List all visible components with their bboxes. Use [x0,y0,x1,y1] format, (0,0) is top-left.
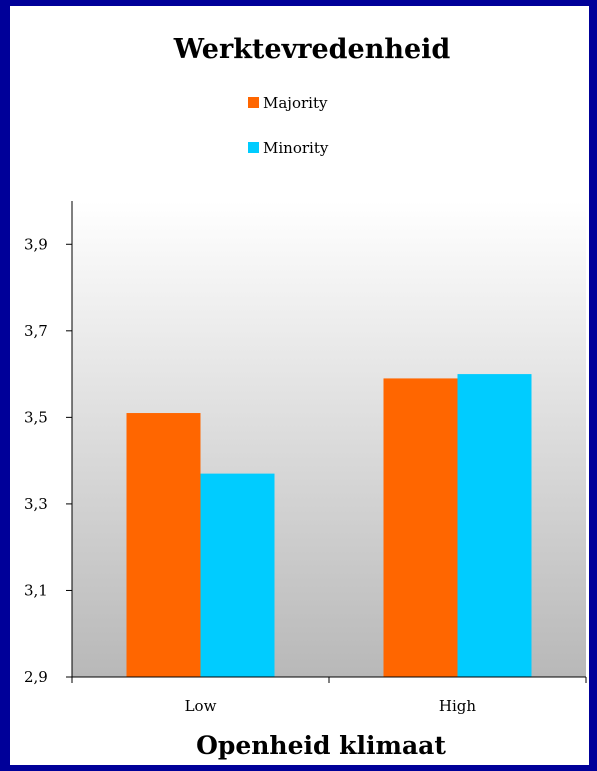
legend-label-majority: Majority [263,94,328,112]
bar-minority-high [457,374,532,677]
bar-majority-high [383,378,458,677]
y-tick-label: 2,9 [24,668,48,686]
x-axis-title: Openheid klimaat [196,731,446,760]
chart-title: Werktevredenheid [173,34,451,65]
legend: Majority Minority [248,94,329,157]
x-tick-label-high: High [439,697,476,715]
legend-swatch-minority [248,142,259,153]
y-tick-label: 3,9 [24,235,48,253]
legend-swatch-majority [248,97,259,108]
y-tick-label: 3,3 [24,495,48,513]
chart-frame: Werktevredenheid Majority Minority Low Hi… [10,6,589,765]
y-tick-label: 3,7 [24,322,48,340]
bar-minority-low [200,473,275,677]
y-tick-label: 3,5 [24,408,48,426]
bar-chart: Werktevredenheid Majority Minority Low Hi… [24,34,587,760]
legend-label-minority: Minority [263,139,329,157]
x-tick-label-low: Low [185,697,217,715]
y-tick-label: 3,1 [24,581,48,599]
bar-majority-low [126,413,201,677]
